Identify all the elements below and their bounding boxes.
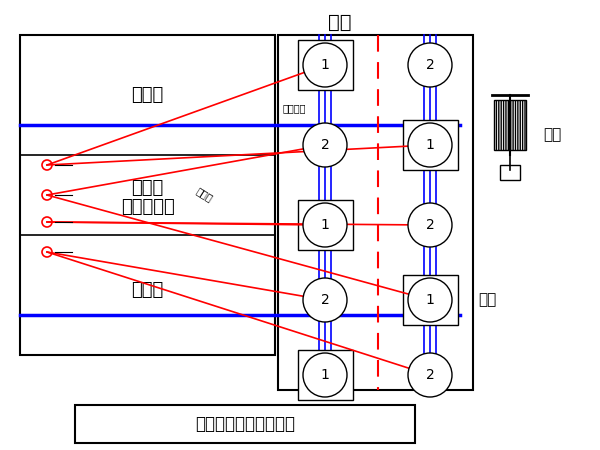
Bar bbox=[298, 350, 353, 400]
Text: 1: 1 bbox=[425, 138, 434, 152]
Text: 临时材料和设备堆放区: 临时材料和设备堆放区 bbox=[195, 415, 295, 433]
Circle shape bbox=[408, 278, 452, 322]
Text: 1: 1 bbox=[320, 368, 329, 382]
Bar bbox=[403, 275, 458, 325]
Text: 2: 2 bbox=[425, 368, 434, 382]
Text: 2: 2 bbox=[320, 293, 329, 307]
Circle shape bbox=[408, 203, 452, 247]
Bar bbox=[403, 120, 458, 170]
Circle shape bbox=[303, 43, 347, 87]
Circle shape bbox=[303, 353, 347, 397]
Text: 沉淀池: 沉淀池 bbox=[131, 281, 164, 299]
Text: 泥浆沉槽: 泥浆沉槽 bbox=[283, 103, 307, 113]
Bar bbox=[500, 165, 520, 180]
Circle shape bbox=[303, 203, 347, 247]
Circle shape bbox=[303, 123, 347, 167]
Text: 沉淀池: 沉淀池 bbox=[131, 86, 164, 104]
Bar bbox=[20, 35, 275, 355]
Text: 吊车: 吊车 bbox=[543, 127, 561, 143]
Text: 1: 1 bbox=[425, 293, 434, 307]
Text: 集中造浆池: 集中造浆池 bbox=[121, 198, 175, 216]
Bar bbox=[278, 35, 473, 390]
Text: 钻机: 钻机 bbox=[328, 13, 352, 32]
Text: 2: 2 bbox=[425, 58, 434, 72]
Text: 2: 2 bbox=[425, 218, 434, 232]
Circle shape bbox=[408, 43, 452, 87]
Bar bbox=[298, 40, 353, 90]
Text: 1: 1 bbox=[320, 218, 329, 232]
Text: 1: 1 bbox=[320, 58, 329, 72]
Circle shape bbox=[408, 123, 452, 167]
Bar bbox=[298, 200, 353, 250]
Text: 2: 2 bbox=[320, 138, 329, 152]
Circle shape bbox=[408, 353, 452, 397]
Bar bbox=[75, 405, 415, 443]
Text: 送浆管: 送浆管 bbox=[195, 186, 215, 204]
Circle shape bbox=[303, 278, 347, 322]
Text: 钻机: 钻机 bbox=[478, 292, 496, 307]
Text: 泥浆泵: 泥浆泵 bbox=[131, 179, 164, 197]
Bar bbox=[494, 100, 526, 150]
